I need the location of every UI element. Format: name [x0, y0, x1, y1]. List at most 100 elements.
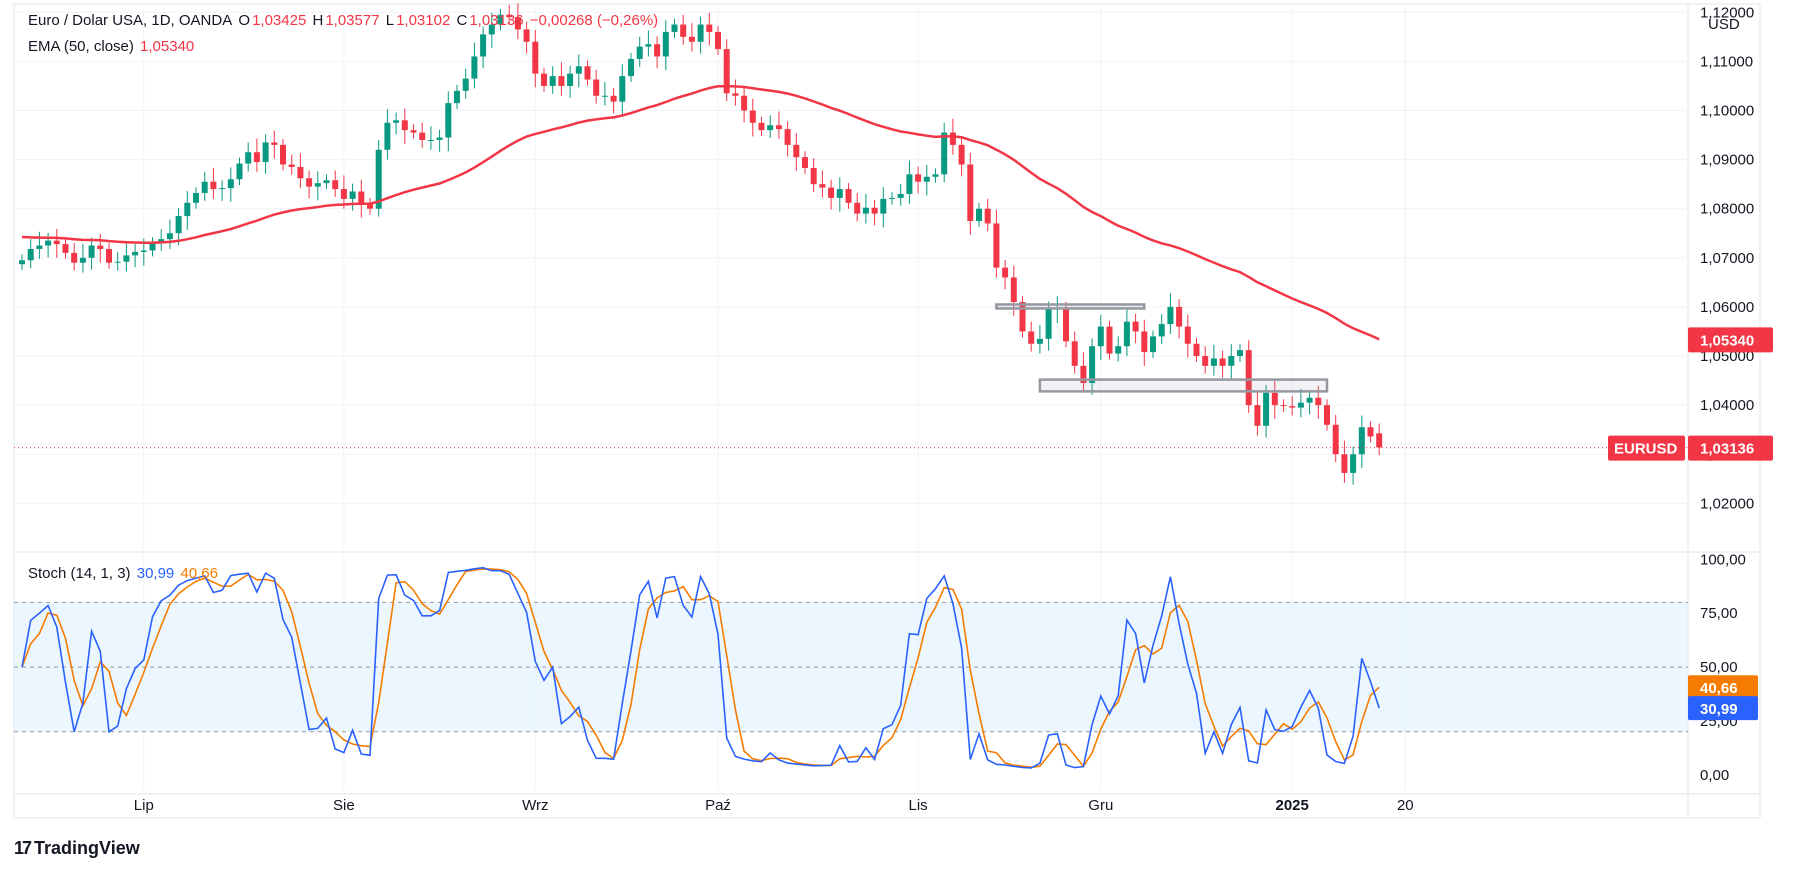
close-value: 1,03136: [469, 12, 524, 29]
candle-body: [1210, 358, 1217, 366]
candle-body: [976, 208, 982, 221]
candle-body: [906, 174, 913, 194]
candle-body: [984, 208, 991, 224]
candle-body: [1358, 427, 1365, 455]
time-tick-label: Paź: [705, 797, 731, 814]
candle-body: [967, 164, 974, 221]
candle-body: [445, 103, 452, 138]
candle-body: [1219, 358, 1226, 366]
candle-body: [210, 181, 217, 190]
candle-body: [123, 255, 130, 262]
candle-body: [1150, 336, 1156, 353]
stoch-k-legend-value: 30,99: [136, 565, 175, 582]
price-tick-label: 1,02000: [1700, 495, 1754, 512]
candle-body: [427, 139, 434, 141]
ohlc-legend: Euro / Dolar USA, 1D, OANDA O 1,03425 H 1,…: [28, 12, 660, 29]
candle-body: [166, 233, 173, 240]
candle-body: [71, 252, 78, 263]
candle-body: [1002, 267, 1009, 278]
candle-body: [1071, 341, 1078, 366]
candle-body: [1332, 424, 1339, 455]
stoch-tick-label: 75,00: [1700, 605, 1738, 622]
candle-body: [671, 24, 678, 32]
candle-body: [889, 197, 895, 199]
candle-body: [628, 58, 634, 77]
range-rectangle[interactable]: [995, 303, 1146, 310]
ema-price-tag-text: 1,05340: [1700, 332, 1754, 349]
candle-body: [1019, 302, 1026, 332]
stoch-k-tag: [1688, 696, 1758, 721]
candle-body: [1097, 326, 1104, 347]
price-tick-label: 1,11000: [1700, 53, 1753, 70]
tradingview-logo[interactable]: 17 TradingView: [14, 838, 140, 859]
candle-body: [567, 73, 574, 86]
candle-body: [280, 144, 286, 165]
stoch-tick-label: 0,00: [1700, 767, 1729, 784]
candle-body: [1202, 356, 1209, 366]
open-value: 1,03425: [252, 12, 307, 29]
candle-body: [958, 144, 965, 165]
candle-body: [1115, 346, 1122, 354]
candle-body: [1237, 350, 1243, 357]
ema-legend[interactable]: EMA (50, close) 1,05340: [28, 38, 196, 55]
candle-body: [384, 122, 391, 150]
high-label: H: [312, 12, 324, 29]
candle-body: [741, 95, 748, 111]
candle-body: [993, 223, 1000, 268]
candle-body: [314, 183, 321, 187]
ema-legend-value: 1,05340: [140, 38, 195, 55]
price-tick-label: 1,10000: [1700, 102, 1754, 119]
price-tick-label: 1,04000: [1700, 397, 1754, 414]
low-label: L: [385, 12, 395, 29]
candle-body: [1341, 454, 1348, 473]
close-label: C: [456, 12, 468, 29]
candle-body: [1132, 321, 1139, 332]
candle-body: [558, 76, 565, 86]
candle-body: [297, 166, 304, 179]
candle-body: [715, 31, 721, 50]
candle-body: [1158, 324, 1165, 337]
candle-body: [584, 66, 591, 80]
candle-body: [1376, 433, 1383, 448]
time-tick-label: Sie: [333, 797, 355, 814]
candle-body: [915, 174, 922, 182]
candle-body: [784, 129, 791, 145]
change-value: −0,00268 (−0,26%): [529, 12, 659, 29]
candle-body: [271, 142, 278, 145]
candle-body: [541, 73, 547, 86]
tradingview-brand: TradingView: [34, 838, 140, 858]
candle-body: [1010, 277, 1017, 303]
candle-body: [662, 31, 669, 57]
candle-body: [549, 76, 556, 86]
candle-body: [88, 245, 95, 258]
candle-body: [454, 90, 460, 104]
candle-body: [201, 181, 208, 193]
candle-body: [471, 56, 478, 79]
ema-line[interactable]: [21, 85, 1380, 341]
candle-body: [706, 24, 713, 32]
candle-body: [654, 44, 661, 57]
range-rectangle[interactable]: [1038, 378, 1329, 393]
candle-body: [36, 245, 43, 249]
tradingview-mark-icon: 17: [14, 838, 32, 858]
candle-body: [323, 180, 330, 184]
candle-body: [767, 125, 774, 131]
candle-body: [462, 78, 469, 91]
stoch-k-line[interactable]: [21, 566, 1380, 769]
price-tick-label: 1,09000: [1700, 152, 1754, 169]
symbol-price-tag-text: EURUSD: [1614, 441, 1678, 458]
currency-label[interactable]: USD: [1708, 16, 1740, 33]
candle-body: [1263, 392, 1270, 426]
time-tick-label: Lip: [134, 797, 154, 814]
stoch-legend[interactable]: Stoch (14, 1, 3) 30,99 40,66: [28, 565, 220, 582]
candle-body: [697, 24, 704, 42]
ema-label: EMA (50, close): [28, 38, 134, 55]
open-label: O: [238, 12, 251, 29]
candle-body: [1289, 406, 1296, 408]
candle-body: [828, 187, 835, 198]
time-tick-label: 20: [1397, 797, 1414, 814]
candle-body: [53, 240, 60, 245]
candle-body: [845, 189, 852, 203]
candle-body: [932, 174, 939, 177]
